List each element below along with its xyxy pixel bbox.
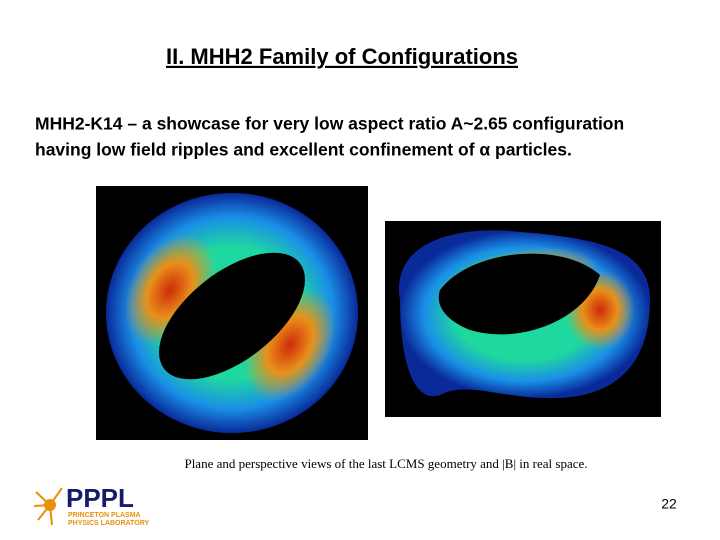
perspective-view-image [385, 221, 661, 417]
logo-line: PHYSICS LABORATORY [68, 520, 149, 527]
figure-caption: Plane and perspective views of the last … [184, 456, 587, 471]
slide-title: II. MHH2 Family of Configurations [166, 44, 518, 69]
page-number: 22 [661, 496, 677, 512]
logo-line: PRINCETON PLASMA [68, 512, 141, 519]
pppl-logo: PPPL PRINCETON PLASMA PHYSICS LABORATORY [33, 483, 149, 527]
body-line: MHH2-K14 – a showcase for very low aspec… [35, 114, 624, 134]
logo-name: PPPL [66, 483, 134, 513]
plane-view-image [96, 186, 368, 440]
body-line: having low field ripples and excellent c… [35, 140, 572, 160]
